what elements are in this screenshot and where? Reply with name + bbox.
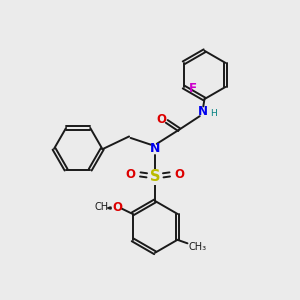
- Text: O: O: [157, 113, 167, 127]
- Text: F: F: [189, 82, 197, 95]
- Text: N: N: [150, 142, 160, 155]
- Text: N: N: [198, 105, 208, 118]
- Text: S: S: [150, 169, 160, 184]
- Text: O: O: [125, 168, 135, 181]
- Text: CH₃: CH₃: [95, 202, 113, 212]
- Text: CH₃: CH₃: [189, 242, 207, 252]
- Text: H: H: [210, 109, 217, 118]
- Text: O: O: [112, 201, 122, 214]
- Text: O: O: [175, 168, 185, 181]
